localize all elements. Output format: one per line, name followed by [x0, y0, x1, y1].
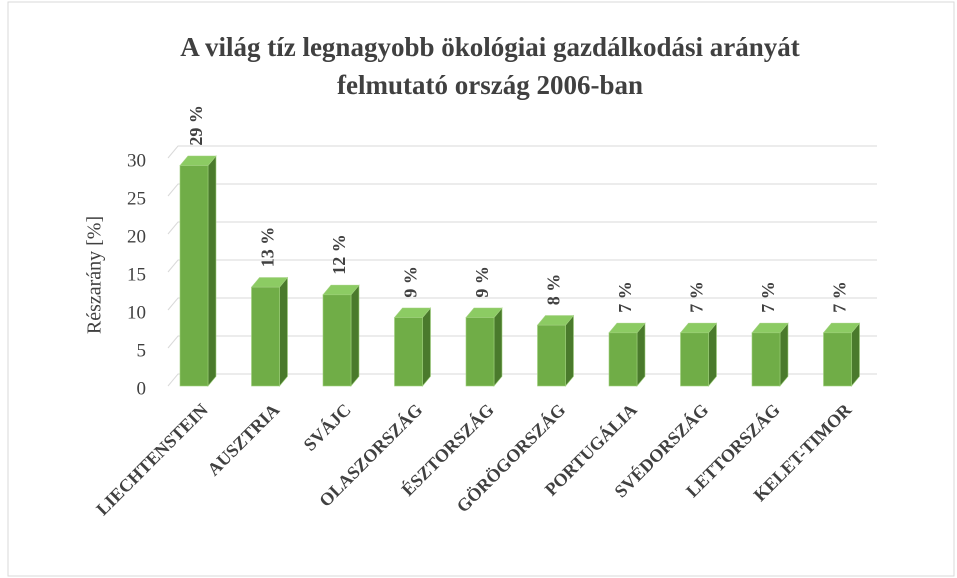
bar-side	[779, 322, 789, 387]
bar	[608, 322, 646, 387]
bar-front	[465, 317, 495, 387]
grid-line	[167, 221, 877, 235]
value-label: 9 %	[401, 266, 421, 298]
chart-border	[7, 1, 955, 577]
bar-front	[608, 332, 638, 387]
y-tick-label: 15	[127, 264, 146, 285]
bar-side	[207, 155, 217, 387]
value-label: 7 %	[615, 281, 635, 313]
chart-title: felmutató ország 2006-ban	[337, 70, 643, 100]
value-label: 7 %	[758, 281, 778, 313]
value-label: 12 %	[329, 234, 349, 275]
value-label: 8 %	[544, 274, 564, 306]
y-tick-label: 5	[137, 340, 147, 361]
grid-line	[167, 145, 877, 159]
bar-front	[179, 165, 209, 387]
bar-front	[680, 332, 709, 387]
bar-front	[322, 294, 352, 387]
bar-front	[251, 286, 280, 387]
bar-side	[636, 322, 646, 387]
bar-front	[823, 332, 852, 387]
bar-front	[751, 332, 781, 387]
bar	[179, 155, 217, 387]
bar-side	[350, 284, 360, 387]
y-tick-label: 30	[127, 150, 146, 171]
bar-side	[565, 314, 574, 387]
bar	[536, 314, 575, 387]
y-tick-label: 20	[127, 226, 146, 247]
bar	[822, 322, 861, 387]
bar-side	[708, 322, 717, 387]
value-label: 9 %	[472, 266, 492, 298]
y-axis-label: Részarány [%]	[84, 216, 106, 334]
bar	[322, 284, 360, 387]
value-label: 7 %	[830, 281, 850, 313]
grid-line	[167, 297, 877, 311]
bar-front	[537, 324, 566, 387]
grid-line	[167, 183, 877, 197]
value-label: 29 %	[186, 105, 206, 146]
bar-side	[851, 322, 860, 387]
y-tick-label: 10	[127, 302, 146, 323]
y-tick-label: 0	[137, 378, 147, 399]
bar	[679, 322, 718, 387]
value-label: 13 %	[258, 227, 278, 268]
bar-side	[279, 276, 288, 387]
bar-side	[422, 307, 431, 387]
bar	[751, 322, 789, 387]
bar-side	[493, 307, 503, 387]
bar-front	[394, 317, 423, 387]
grid-line	[167, 259, 877, 273]
value-label: 7 %	[687, 281, 707, 313]
chart-title: A világ tíz legnagyobb ökológiai gazdálk…	[180, 32, 800, 62]
bar	[393, 307, 432, 387]
y-tick-label: 25	[127, 188, 146, 209]
bar	[250, 276, 289, 387]
bar	[465, 307, 503, 387]
